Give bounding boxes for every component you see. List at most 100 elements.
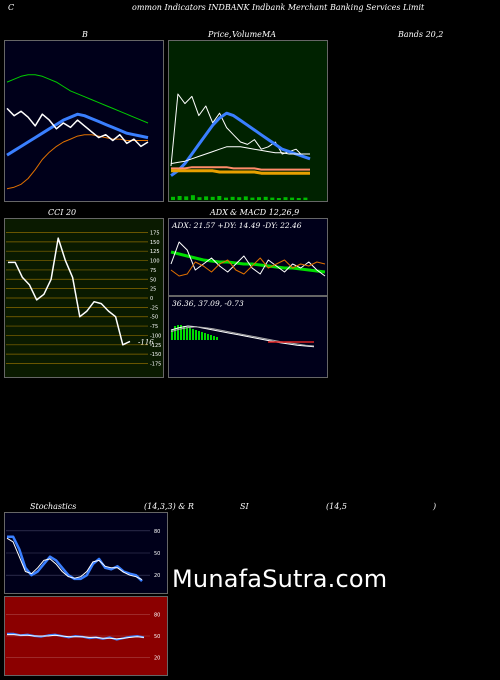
macd-histogram-bar [186,327,188,340]
cci-tick-label: -75 [150,324,158,330]
header-company: Banking Services Limit [330,3,425,12]
cci-tick-label: 150 [150,240,160,246]
cci-tick-label: 100 [150,259,160,265]
volume-bar [283,197,288,200]
stoch-tick-label: 80 [154,529,160,535]
rsi-params: (14,5 [326,502,347,511]
cci-tick-label: 0 [150,296,153,302]
price-series-3 [171,166,310,171]
bollinger-title: B [82,30,88,39]
volume-bar [243,196,248,200]
adx-title: ADX [210,208,228,217]
bollinger-series-1 [6,112,149,157]
rsi-tick-label: 20 [154,656,160,662]
volume-bar [303,197,308,200]
panel-background [4,40,164,202]
volume-bar [276,198,281,200]
price-ma-title: Price, [208,30,232,39]
header-title: ommon Indicators INDBANK Indbank Merchan… [132,3,328,12]
cci-current-value: -116 [138,338,154,346]
rsi-close: ) [433,502,437,511]
panel-background [168,40,328,202]
macd-readout: 36.36, 37.09, -0.73 [172,299,244,308]
macd-histogram-bar [192,329,194,340]
cci-chart: 175 150 125 100 75 50 25 0 -25 -50 -75 -100 -125 -150… [4,218,164,378]
macd-histogram-bar [210,335,212,340]
volume-bar [177,196,182,200]
cci-line [8,237,131,346]
adx-series-1 [170,241,326,277]
volume-bar [204,196,209,200]
stoch-tick-label: 20 [154,573,160,579]
rsi-title: SI [240,502,249,511]
cci-tick-label: -175 [150,362,161,368]
price-series-1 [170,111,311,177]
cci-tick-label: -150 [150,352,161,358]
volume-bar [184,196,189,200]
macd-histogram-bar [213,336,215,340]
macd-histogram-bar [183,326,185,340]
macd-histogram-bar [189,328,191,340]
cci-title: CCI 20 [48,208,77,217]
volume-bar [171,196,175,200]
macd-histogram-bar [216,337,218,340]
cci-tick-label: 50 [150,277,156,283]
price-ma-chart [168,40,328,202]
adx-readout: ADX: 21.57 +DY: 14.49 -DY: 22.46 [171,221,302,230]
volume-bar [190,195,195,200]
macd-series-1 [170,326,315,347]
volume-bar [237,197,242,200]
cci-tick-label: 175 [150,230,160,236]
cci-tick-label: 25 [150,287,156,293]
bollinger-series-3 [6,107,149,148]
macd-histogram-bar [171,330,173,340]
macd-title: & MACD 12,26,9 [230,208,300,217]
volume-bar [270,197,275,200]
stoch-series-1 [6,537,143,581]
volume-bar [210,196,215,200]
volume-bar [257,197,261,200]
cci-tick-label: -125 [150,343,161,349]
adx-chart: ADX: 21.57 +DY: 14.49 -DY: 22.46 [168,218,328,296]
cci-tick-label: -100 [150,333,161,339]
volume-bar [197,197,202,200]
adx-series-2 [170,257,326,277]
cci-tick-label: 75 [150,268,156,274]
macd-histogram-bar [204,333,206,340]
stoch-title: Stochastics [30,502,77,511]
macd-chart: 36.36, 37.09, -0.73 [168,296,328,378]
stoch-params: (14,3,3) & R [144,502,194,511]
macd-histogram-bar [198,331,200,340]
rsi-tick-label: 50 [154,634,160,640]
stochastics-chart: 80 50 20 [4,512,168,594]
cci-tick-label: -50 [150,315,158,321]
cci-tick-label: -25 [150,305,158,311]
volume-bar [296,198,301,200]
volume-title: Volume [232,30,262,39]
bollinger-chart [4,40,164,202]
ma-title: MA [262,30,276,39]
volume-bar [224,197,228,200]
cci-tick-label: 125 [150,249,160,255]
volume-bar [290,197,295,200]
rsi-chart: 80 50 20 [4,596,168,676]
price-series-4 [171,169,310,175]
volume-bar [230,196,235,200]
header-c: C [8,3,15,12]
stoch-tick-label: 50 [154,551,160,557]
volume-bar [250,197,255,200]
macd-histogram-bar [201,332,203,340]
macd-histogram-bar [177,325,179,340]
adx-series-0 [170,250,326,274]
macd-histogram-bar [180,325,182,340]
rsi-series-1 [7,634,145,640]
volume-bar [217,196,222,200]
macd-histogram-bar [207,334,209,340]
bands-title: Bands 20,2 [398,30,444,39]
rsi-tick-label: 80 [154,612,160,618]
price-series-0 [170,93,311,167]
bollinger-series-0 [6,74,149,124]
volume-bar [263,196,268,200]
brand-watermark: MunafaSutra.com [172,565,388,593]
macd-histogram-bar [174,326,176,340]
